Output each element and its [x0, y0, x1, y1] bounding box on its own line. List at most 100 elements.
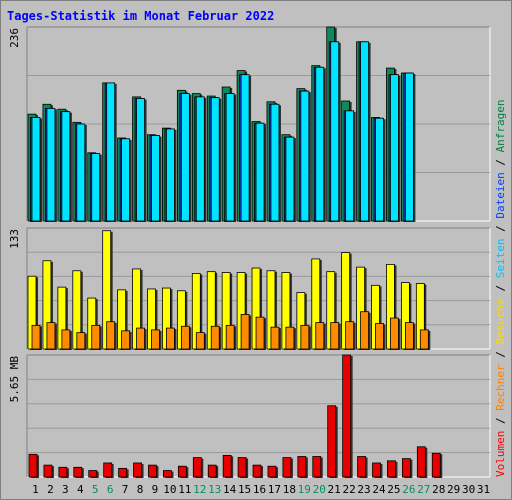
bar-rechner-day-11: [180, 325, 190, 350]
y-max-label-bottom: 5.65 MB: [8, 356, 21, 403]
bar-rechner-day-21: [330, 322, 340, 350]
day-label-13: 13: [208, 483, 221, 496]
bar-rechner-day-7: [121, 330, 131, 350]
bar-volumen-day-9: [148, 464, 157, 478]
day-label-20: 20: [313, 483, 326, 496]
day-label-26: 26: [402, 483, 415, 496]
day-label-9: 9: [152, 483, 159, 496]
bar-volumen-day-14: [222, 455, 232, 478]
bar-volumen-day-7: [118, 467, 128, 478]
bar-volumen-day-26: [401, 458, 411, 478]
day-label-5: 5: [92, 483, 99, 496]
bar-volumen-day-15: [237, 457, 247, 478]
day-label-24: 24: [372, 483, 386, 496]
bar-volumen-day-3: [58, 466, 68, 478]
bar-volumen-day-10: [163, 470, 172, 478]
bar-rechner-day-2: [46, 322, 56, 350]
bar-seiten-day-3: [61, 111, 71, 222]
day-label-1: 1: [32, 483, 39, 496]
bar-rechner-day-8: [136, 327, 145, 350]
legend-rechner: Rechner: [494, 364, 507, 411]
bar-rechner-day-9: [151, 329, 160, 350]
bar-seiten-day-11: [180, 93, 190, 222]
day-label-14: 14: [223, 483, 237, 496]
bar-rechner-day-16: [255, 316, 265, 350]
bar-volumen-day-21: [327, 405, 337, 478]
day-label-6: 6: [107, 483, 114, 496]
bar-volumen-day-16: [252, 464, 262, 478]
bar-seiten-day-24: [375, 117, 384, 222]
bar-seiten-day-10: [166, 128, 175, 222]
legend-seiten: Seiten: [494, 239, 507, 279]
legend-volumen: Volumen: [494, 431, 507, 477]
bar-seiten-day-12: [195, 96, 205, 222]
bar-volumen-day-5: [88, 470, 98, 478]
bar-rechner-day-17: [270, 326, 280, 350]
bar-rechner-day-23: [360, 311, 369, 350]
panel-3-background: [27, 355, 490, 477]
bar-rechner-day-1: [31, 324, 41, 350]
bar-seiten-day-5: [91, 153, 101, 222]
bar-rechner-day-12: [195, 332, 205, 350]
bar-volumen-day-1: [28, 453, 38, 478]
bar-volumen-day-12: [192, 457, 202, 478]
bar-rechner-day-4: [76, 332, 86, 350]
bar-seiten-day-16: [255, 122, 265, 222]
legend-separator: /: [494, 345, 507, 365]
legend-separator: /: [494, 219, 507, 239]
day-label-25: 25: [387, 483, 400, 496]
bar-rechner-day-6: [106, 321, 116, 350]
bar-volumen-day-23: [357, 456, 366, 478]
day-label-16: 16: [253, 483, 266, 496]
bar-rechner-day-27: [419, 329, 429, 350]
bar-seiten-day-2: [46, 107, 56, 222]
legend: Volumen / Rechner / Besuche / Seiten / D…: [494, 99, 507, 477]
bar-volumen-day-4: [73, 466, 83, 478]
bar-seiten-day-1: [31, 117, 41, 222]
bar-volumen-day-6: [103, 462, 113, 478]
bar-volumen-day-11: [177, 465, 187, 478]
bar-seiten-day-8: [136, 98, 145, 222]
day-label-29: 29: [447, 483, 460, 496]
bar-volumen-day-17: [267, 465, 277, 478]
day-label-28: 28: [432, 483, 445, 496]
bar-volumen-day-25: [387, 460, 396, 478]
day-label-7: 7: [122, 483, 129, 496]
bar-seiten-day-20: [315, 66, 325, 222]
legend-besuche: Besuche: [494, 298, 507, 344]
day-label-8: 8: [137, 483, 144, 496]
y-max-label-middle: 133: [8, 229, 21, 249]
bar-seiten-day-26: [404, 72, 414, 222]
bar-seiten-day-7: [121, 138, 131, 222]
bar-seiten-day-15: [240, 74, 250, 222]
bar-volumen-day-28: [431, 452, 441, 478]
bar-seiten-day-21: [330, 41, 340, 222]
bar-rechner-day-25: [390, 317, 399, 350]
day-label-17: 17: [268, 483, 281, 496]
day-label-22: 22: [342, 483, 355, 496]
legend-dateien: Dateien: [494, 172, 507, 218]
y-max-label-top: 236: [8, 28, 21, 48]
day-label-2: 2: [47, 483, 54, 496]
bar-rechner-day-10: [166, 327, 175, 350]
bar-volumen-day-22: [342, 354, 352, 478]
day-label-18: 18: [283, 483, 296, 496]
bar-volumen-day-24: [372, 462, 381, 478]
day-label-15: 15: [238, 483, 251, 496]
bar-seiten-day-9: [151, 135, 160, 222]
bar-seiten-day-13: [210, 97, 220, 222]
bar-volumen-day-19: [297, 456, 307, 478]
chart-title: Tages-Statistik im Monat Februar 2022: [7, 9, 275, 23]
bar-rechner-day-19: [300, 324, 310, 350]
day-label-23: 23: [357, 483, 370, 496]
bar-seiten-day-6: [106, 82, 116, 222]
legend-separator: /: [494, 278, 507, 298]
day-label-31: 31: [477, 483, 490, 496]
bar-rechner-day-5: [91, 324, 101, 350]
day-label-4: 4: [77, 483, 84, 496]
bar-rechner-day-26: [404, 322, 414, 350]
day-label-3: 3: [62, 483, 69, 496]
day-label-10: 10: [163, 483, 176, 496]
bar-seiten-day-23: [360, 41, 369, 222]
